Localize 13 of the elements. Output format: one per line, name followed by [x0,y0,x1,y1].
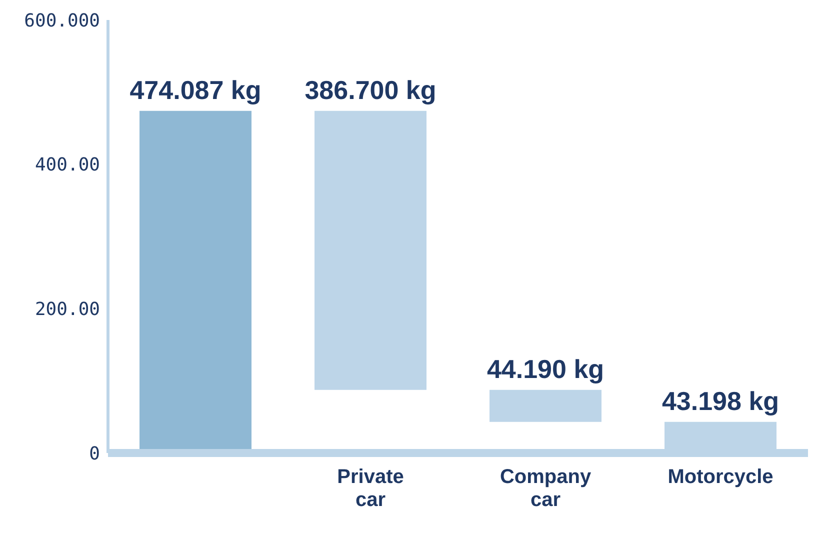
data-label: 386.700 kg [304,74,436,105]
y-tick-label: 0 [89,443,100,464]
data-label: 474.087 kg [130,74,262,105]
x-tick-label: Company car [500,466,592,511]
x-tick-label: Private car [337,466,404,511]
bar [490,390,602,422]
y-tick-label: 400.00 [34,154,100,176]
y-tick-label: 200.00 [34,299,100,320]
data-label: 44.190 kg [486,354,604,384]
bar [314,110,426,390]
x-tick-label: Motorcycle [668,466,774,488]
data-label: 43.198 kg [662,386,780,416]
y-tick-label: 600.000 [24,10,100,32]
